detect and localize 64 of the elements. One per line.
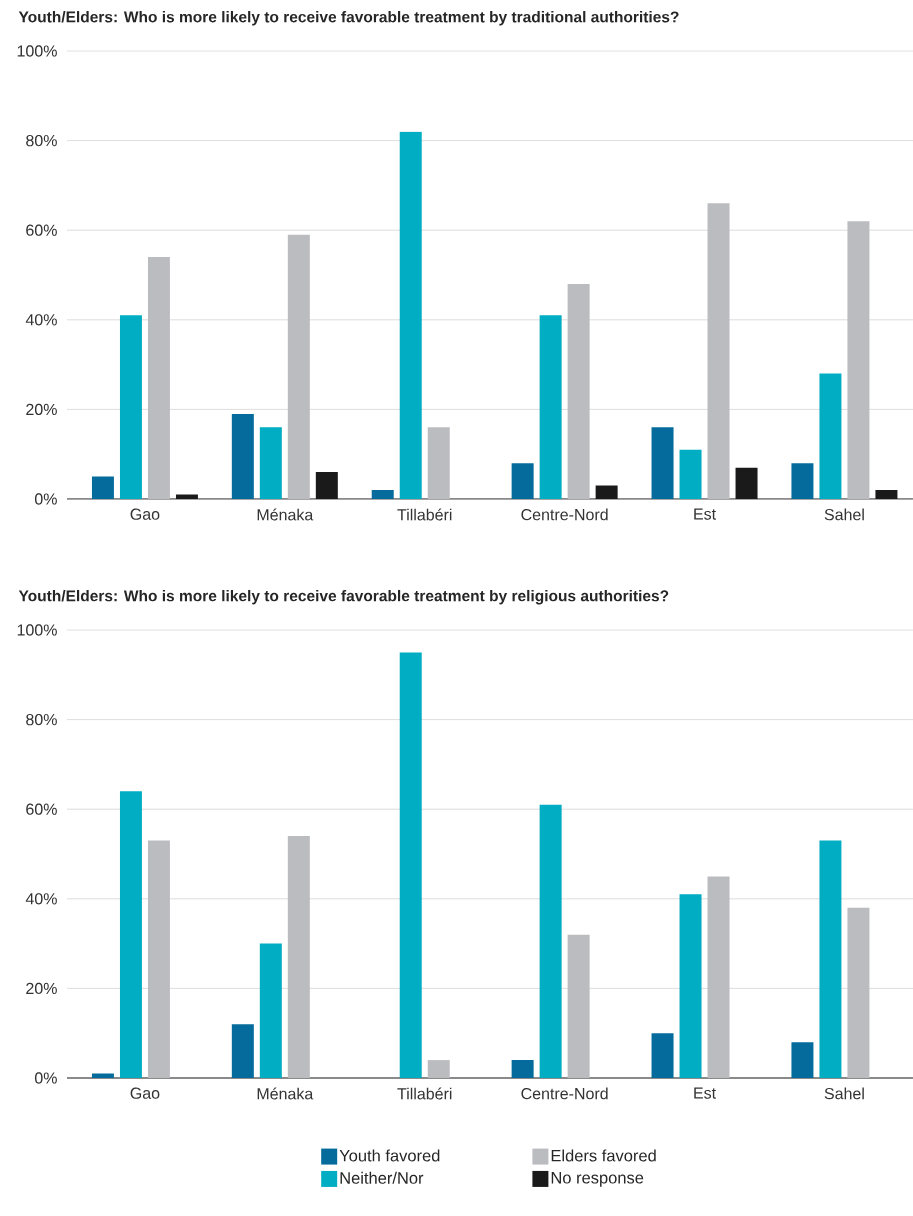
bar xyxy=(259,427,282,500)
bar xyxy=(91,476,114,500)
bar xyxy=(567,934,590,1078)
bar xyxy=(791,1042,814,1078)
x-tick-label: Est xyxy=(694,508,716,520)
y-tick-label: 20% xyxy=(26,982,57,995)
bar xyxy=(511,463,534,500)
y-tick-label: 100% xyxy=(17,624,57,636)
x-tick-label: Tillabéri xyxy=(397,1087,452,1100)
bar xyxy=(819,840,842,1078)
x-tick-label: Sahel xyxy=(824,508,864,521)
bar xyxy=(371,490,394,500)
bar xyxy=(259,943,282,1078)
x-tick-label: Centre-Nord xyxy=(521,1087,608,1100)
x-tick-label: Gao xyxy=(130,1087,160,1099)
bar xyxy=(707,203,730,500)
bar xyxy=(679,894,702,1078)
bar xyxy=(819,373,842,500)
legend-label: No response xyxy=(551,1172,644,1187)
bar xyxy=(119,315,142,500)
bar xyxy=(791,463,814,500)
bar xyxy=(539,315,562,500)
bar xyxy=(399,652,422,1078)
y-tick-label: 0% xyxy=(34,493,57,505)
bar xyxy=(567,283,590,500)
y-tick-label: 80% xyxy=(26,713,57,726)
x-tick-label: Gao xyxy=(130,508,160,520)
bar xyxy=(511,1060,534,1078)
y-tick-label: 80% xyxy=(26,134,57,147)
bar xyxy=(147,840,170,1078)
legend-label: Neither/Nor xyxy=(340,1171,424,1184)
x-tick-label: Est xyxy=(694,1087,716,1099)
bar xyxy=(707,876,730,1078)
y-tick-label: 20% xyxy=(26,403,57,416)
y-tick-label: 60% xyxy=(26,803,57,815)
bar xyxy=(231,413,254,500)
bar xyxy=(287,234,310,500)
bar xyxy=(427,1060,450,1078)
bar xyxy=(287,836,310,1078)
bar xyxy=(539,804,562,1078)
x-tick-label: Ménaka xyxy=(257,1087,314,1100)
x-tick-label: Centre-Nord xyxy=(521,508,608,521)
y-tick-label: 60% xyxy=(26,224,57,236)
bar xyxy=(119,791,142,1078)
bar xyxy=(847,907,870,1078)
legend-label: Elders favored xyxy=(551,1149,656,1162)
x-tick-label: Tillabéri xyxy=(397,508,452,521)
chart-title: Youth/Elders: Who is more likely to receive favorable treatment by religious authorities? xyxy=(18,589,669,605)
y-tick-label: 0% xyxy=(34,1072,57,1084)
bar xyxy=(399,131,422,500)
y-tick-label: 40% xyxy=(25,314,57,326)
bar xyxy=(651,1033,674,1078)
bar xyxy=(847,221,870,500)
bar xyxy=(679,449,702,500)
chart-title: Youth/Elders: Who is more likely to receive favorable treatment by traditional authorities? xyxy=(18,11,679,26)
bar xyxy=(231,1024,254,1078)
y-tick-label: 100% xyxy=(17,45,57,57)
legend-label: Youth favored xyxy=(339,1149,440,1162)
x-tick-label: Sahel xyxy=(824,1087,864,1100)
x-tick-label: Ménaka xyxy=(257,508,314,521)
y-tick-label: 40% xyxy=(25,893,57,905)
bar xyxy=(651,427,674,500)
bar xyxy=(427,427,450,500)
bar xyxy=(147,257,170,500)
